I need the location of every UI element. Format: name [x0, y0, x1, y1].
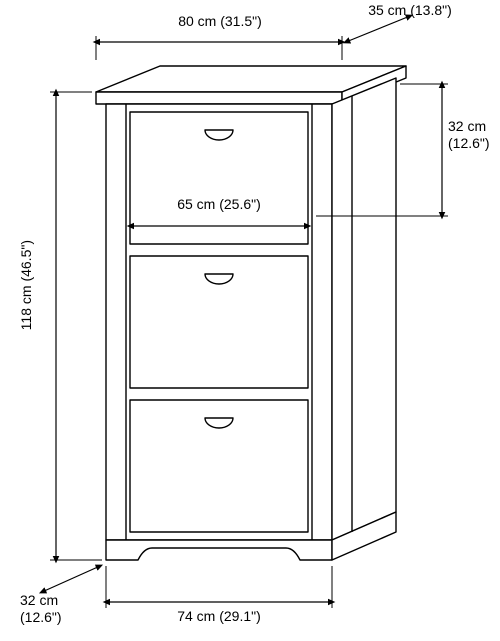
cabinet-svg: [0, 0, 500, 641]
label-full-h: 118 cm (46.5"): [18, 240, 35, 330]
cabinet-body: [96, 66, 406, 560]
label-base-d: 32 cm (12.6"): [20, 592, 110, 626]
label-top-width: 80 cm (31.5"): [110, 13, 330, 30]
label-drawer-h: 32 cm (12.6"): [448, 118, 500, 152]
dimension-diagram: 80 cm (31.5") 35 cm (13.8") 32 cm (12.6"…: [0, 0, 500, 641]
dim-arrow-base-d: [42, 566, 100, 592]
label-inner-w: 65 cm (25.6"): [130, 196, 308, 213]
label-top-depth: 35 cm (13.8"): [340, 2, 480, 19]
label-base-w: 74 cm (29.1"): [106, 608, 332, 625]
dim-arrow-top-depth: [346, 16, 410, 42]
